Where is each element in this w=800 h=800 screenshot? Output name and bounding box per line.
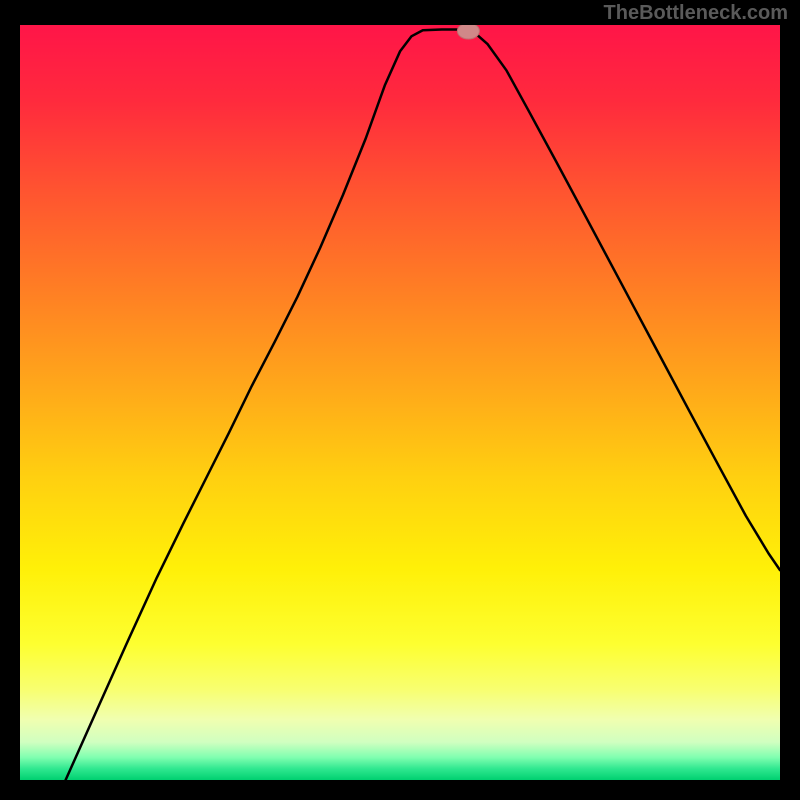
optimum-marker bbox=[457, 25, 479, 39]
gradient-background bbox=[20, 25, 780, 780]
bottleneck-chart bbox=[20, 25, 780, 780]
attribution-text: TheBottleneck.com bbox=[604, 2, 788, 25]
chart-container: TheBottleneck.com bbox=[0, 0, 800, 800]
